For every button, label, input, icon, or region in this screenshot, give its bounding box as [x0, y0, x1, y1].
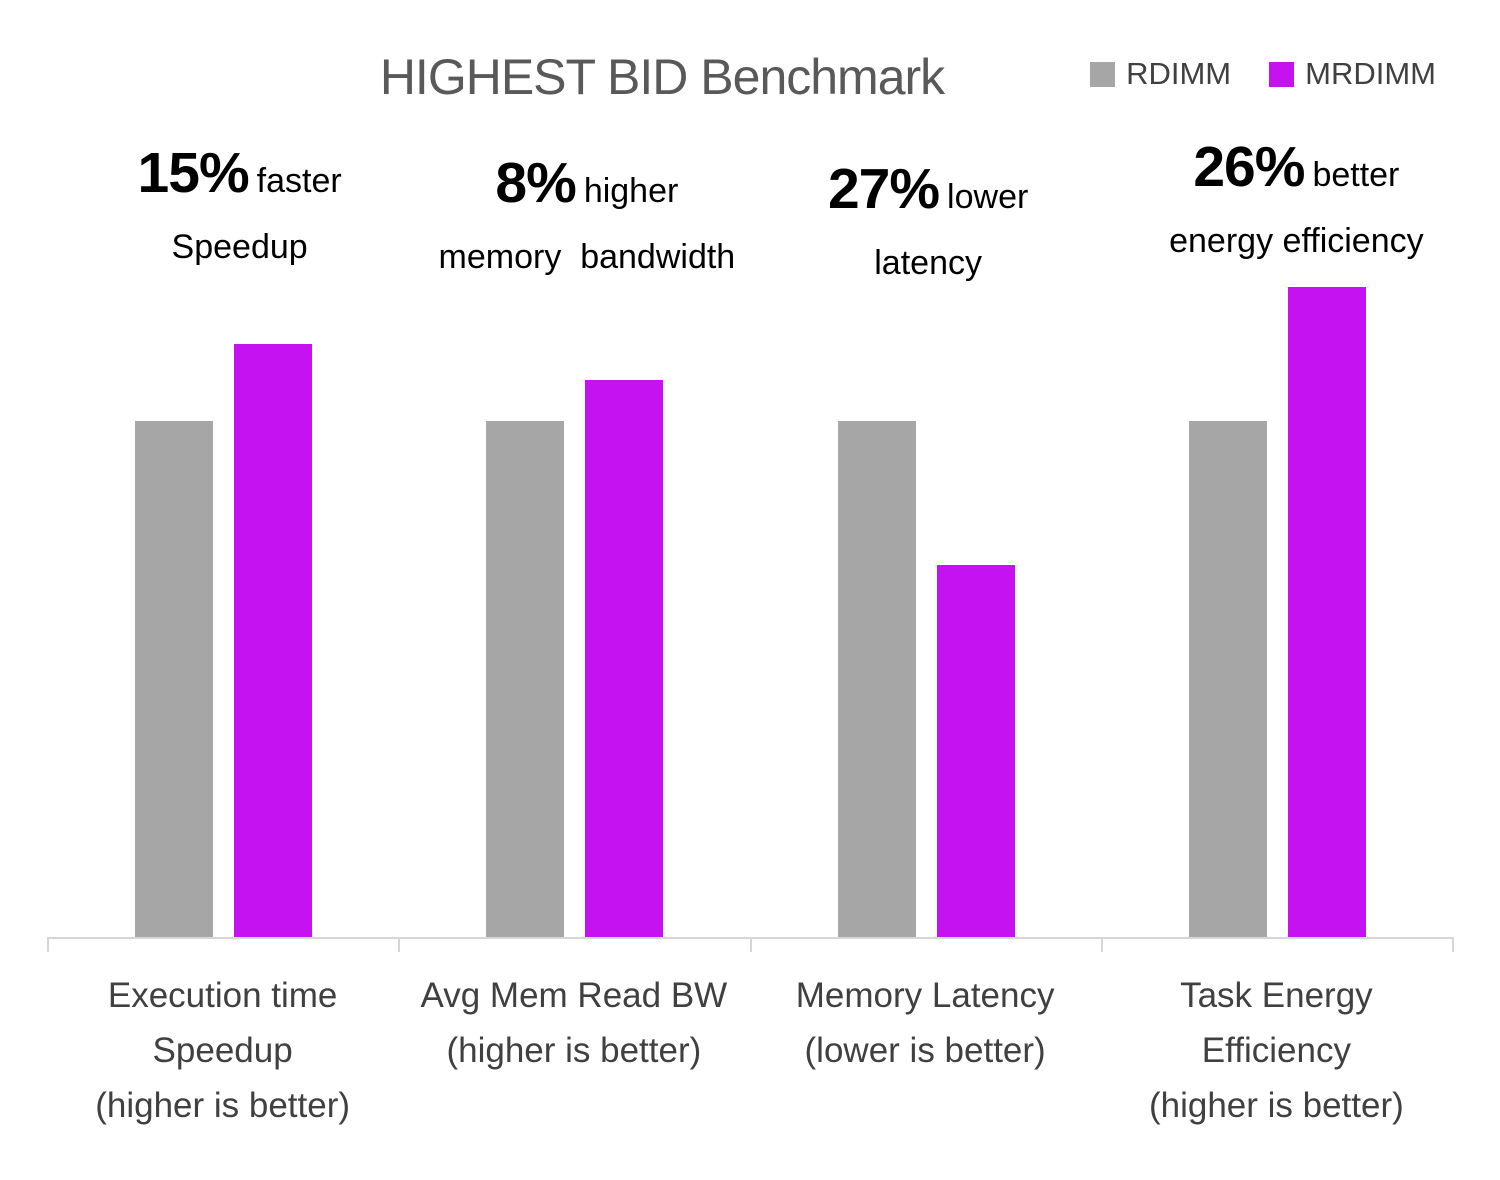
callout-line1: 27% lower: [753, 158, 1104, 235]
legend-label-mrdimm: MRDIMM: [1305, 56, 1436, 91]
mrdimm-swatch-icon: [1269, 61, 1295, 87]
callout-energy-efficiency: 26% better energy efficiency: [1121, 136, 1472, 267]
callout-line1: 15% faster: [64, 142, 415, 219]
category-group-energy-efficiency: 26% better energy efficiency: [1101, 0, 1452, 937]
callout-line1: 26% better: [1121, 136, 1472, 213]
callout-metric: latency: [874, 244, 982, 282]
plot-area: 15% faster Speedup 8% higher memory bandwi…: [47, 0, 1452, 937]
rdimm-swatch-icon: [1090, 61, 1116, 87]
callout-metric: memory bandwidth: [438, 238, 736, 276]
callout-metric: energy efficiency: [1169, 222, 1424, 260]
axis-tick: [398, 937, 400, 952]
category-label-line: (higher is better): [1148, 1086, 1404, 1125]
category-label-line: (lower is better): [804, 1031, 1046, 1070]
rdimm-bar: [486, 421, 565, 937]
category-group-mem-read-bw: 8% higher memory bandwidth: [398, 0, 749, 937]
category-label-line: Execution time: [107, 976, 338, 1015]
legend-label-rdimm: RDIMM: [1126, 56, 1232, 91]
category-label-line: Memory Latency: [795, 976, 1055, 1015]
callout-line1: 8% higher: [411, 152, 762, 229]
category-label-line: Avg Mem Read BW: [420, 976, 728, 1015]
callout-mem-read-bw: 8% higher memory bandwidth: [411, 152, 762, 283]
rdimm-bar: [837, 421, 916, 937]
rdimm-bar: [1188, 421, 1267, 937]
callout-value: 15%: [137, 141, 250, 205]
category-label-line: Speedup: [152, 1031, 293, 1070]
category-label-line: Task Energy: [1180, 976, 1373, 1015]
category-label-line: (higher is better): [95, 1086, 351, 1125]
callout-execution-time: 15% faster Speedup: [64, 142, 415, 273]
legend-item-rdimm: RDIMM: [1090, 56, 1231, 92]
category-label-memory-latency: Memory Latency (lower is better): [750, 968, 1101, 1133]
category-group-memory-latency: 27% lower latency: [750, 0, 1101, 937]
category-group-execution-time: 15% faster Speedup: [47, 0, 398, 937]
mrdimm-bar: [1287, 287, 1366, 937]
chart-title: HIGHEST BID Benchmark: [379, 49, 945, 105]
mrdimm-bar: [234, 344, 312, 937]
category-label-mem-read-bw: Avg Mem Read BW (higher is better): [398, 968, 749, 1133]
mrdimm-bar: [936, 565, 1015, 937]
mrdimm-bar: [585, 380, 664, 937]
axis-tick: [1452, 937, 1454, 952]
category-label-line: (higher is better): [446, 1031, 702, 1070]
category-label-execution-time: Execution time Speedup (higher is better…: [47, 968, 398, 1133]
legend-item-mrdimm: MRDIMM: [1269, 56, 1436, 92]
category-axis: Execution time Speedup (higher is better…: [47, 968, 1452, 1133]
axis-tick: [1101, 937, 1103, 952]
callout-qualifier: higher: [583, 172, 679, 210]
rdimm-bar: [135, 421, 213, 937]
axis-tick: [47, 937, 49, 952]
callout-value: 26%: [1193, 135, 1305, 199]
axis-tick: [750, 937, 752, 952]
callout-qualifier: lower: [947, 178, 1029, 216]
callout-value: 27%: [827, 157, 940, 221]
callout-qualifier: better: [1312, 156, 1400, 194]
callout-metric: Speedup: [171, 228, 308, 266]
category-label-energy-efficiency: Task Energy Efficiency (higher is better…: [1101, 968, 1452, 1133]
callout-qualifier: faster: [256, 162, 342, 200]
category-label-line: Efficiency: [1201, 1031, 1351, 1070]
callout-memory-latency: 27% lower latency: [753, 158, 1104, 289]
callout-value: 8%: [495, 151, 576, 215]
legend: RDIMM MRDIMM: [1090, 56, 1436, 92]
